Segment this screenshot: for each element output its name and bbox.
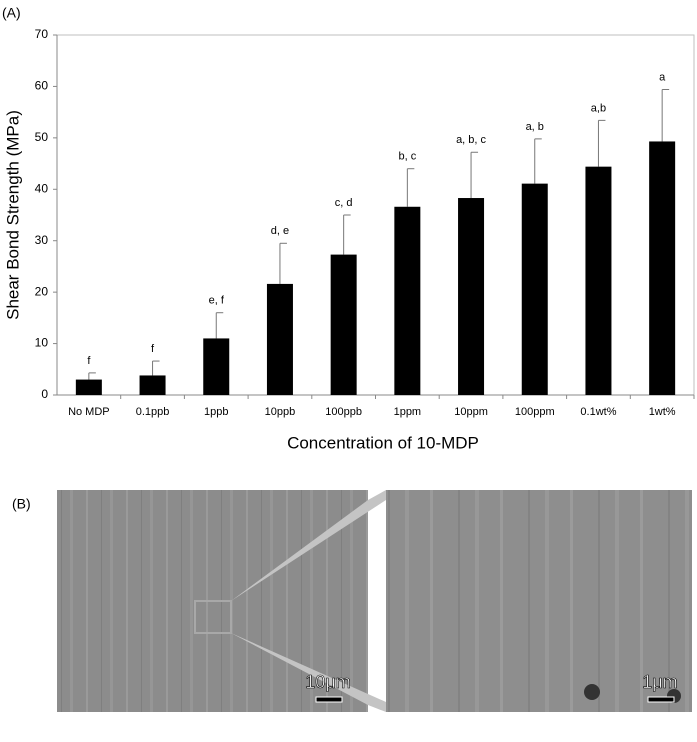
y-tick-label: 70 — [35, 27, 49, 41]
y-tick-label: 60 — [35, 79, 49, 93]
x-tick-label: 10ppm — [454, 406, 488, 418]
bar — [649, 141, 676, 395]
y-tick-label: 0 — [41, 387, 48, 401]
significance-label: c, d — [335, 197, 353, 209]
scale-bar-label: 1μm — [642, 672, 677, 692]
y-tick-label: 20 — [35, 284, 49, 298]
scale-bar-label: 10μm — [305, 672, 350, 692]
bar — [330, 254, 357, 395]
scale-bar — [315, 696, 343, 703]
x-tick-label: 0.1wt% — [580, 406, 616, 418]
bar — [203, 338, 230, 395]
x-tick-label: 1ppm — [394, 406, 422, 418]
bar — [521, 183, 548, 395]
y-axis-label: Shear Bond Strength (MPa) — [3, 110, 22, 320]
significance-label: a — [659, 71, 666, 83]
bar — [458, 198, 485, 395]
significance-label: a, b, c — [456, 134, 486, 146]
zoom-connector — [231, 633, 386, 712]
significance-label: a,b — [591, 102, 606, 114]
panel-label: (A) — [2, 5, 21, 21]
y-tick-label: 10 — [35, 336, 49, 350]
y-tick-label: 30 — [35, 233, 49, 247]
x-tick-label: 1ppb — [204, 406, 228, 418]
y-tick-label: 50 — [35, 130, 49, 144]
x-tick-label: 100ppb — [325, 406, 362, 418]
x-axis-label: Concentration of 10-MDP — [287, 433, 479, 452]
zoom-box — [194, 600, 232, 634]
bar — [75, 379, 102, 395]
bar — [139, 375, 166, 395]
bar — [266, 283, 293, 395]
sem-images: 10μm 1μm — [57, 490, 692, 712]
significance-label: e, f — [209, 295, 225, 307]
significance-label: d, e — [271, 225, 289, 237]
scale-bar — [647, 696, 675, 703]
significance-label: f — [87, 355, 91, 367]
x-tick-label: 10ppb — [265, 406, 296, 418]
y-tick-label: 40 — [35, 181, 49, 195]
particle — [584, 684, 600, 700]
significance-label: b, c — [398, 151, 416, 163]
bar — [585, 166, 612, 395]
x-tick-label: 0.1ppb — [136, 406, 170, 418]
x-tick-label: No MDP — [68, 406, 110, 418]
zoom-connector — [231, 490, 386, 601]
x-tick-label: 1wt% — [649, 406, 676, 418]
x-tick-label: 100ppm — [515, 406, 555, 418]
panel-label: (B) — [12, 496, 31, 512]
significance-label: a, b — [526, 121, 544, 133]
bar — [394, 206, 421, 395]
sem-image-high — [386, 490, 692, 712]
significance-label: f — [151, 343, 155, 355]
